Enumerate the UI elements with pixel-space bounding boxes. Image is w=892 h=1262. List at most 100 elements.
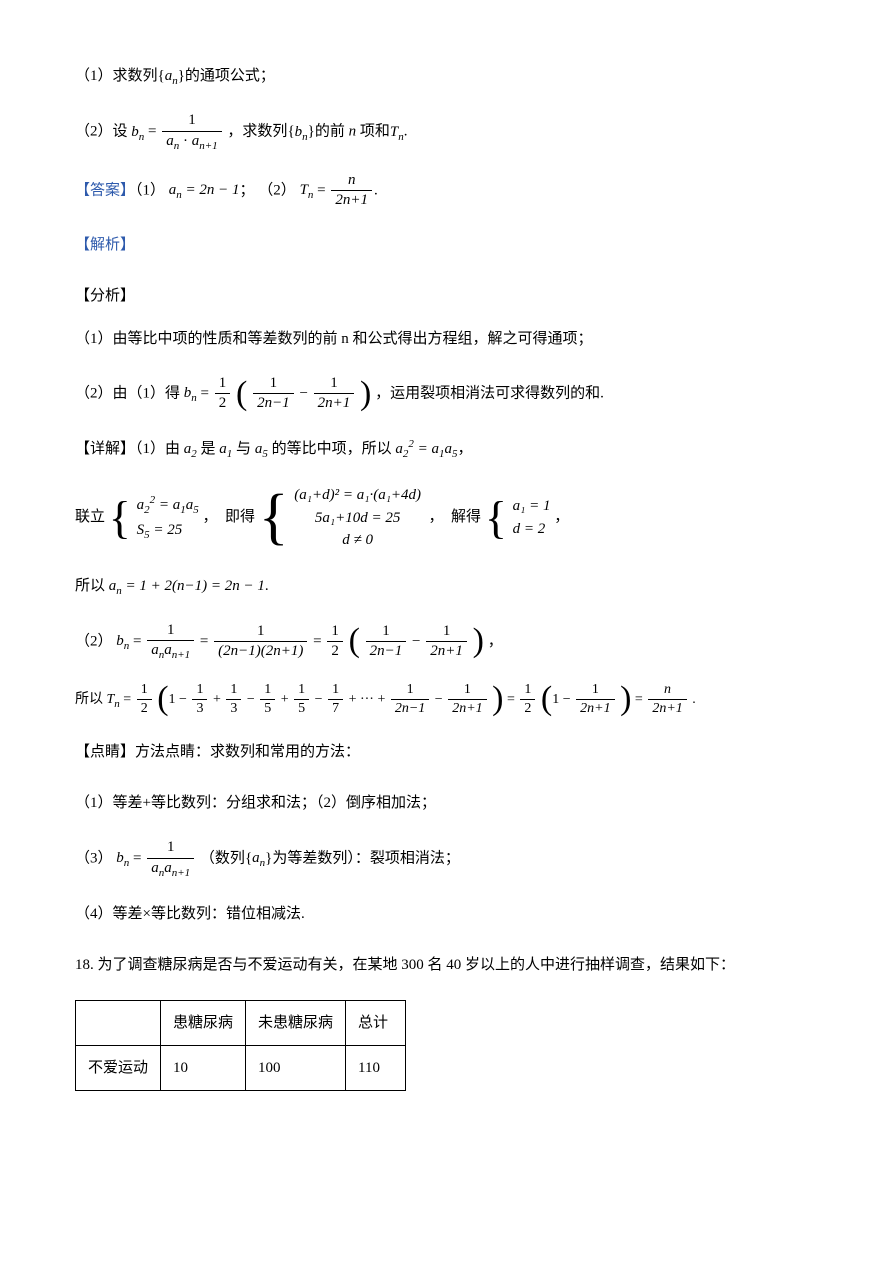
eq: = <box>200 633 208 649</box>
analysis-2: （2）由（1）得 bn = 12 ( 12n−1 − 12n+1 ) ，运用裂项… <box>75 374 817 414</box>
cell: 总计 <box>346 1000 406 1045</box>
text: （2） <box>75 633 113 649</box>
lbrace-icon: { <box>485 500 507 537</box>
answer-label: 【答案】 <box>75 182 135 198</box>
text: 即得 <box>225 509 255 525</box>
comma: ， <box>202 509 217 525</box>
set: {an} <box>245 850 272 866</box>
f7: 12n+1 <box>448 681 486 718</box>
method-4: （4）等差×等比数列：错位相减法. <box>75 898 817 931</box>
text: （2）由（1）得 <box>75 385 180 401</box>
rparen-icon: ) <box>620 684 631 715</box>
lbrace-icon: { <box>259 496 289 539</box>
text: 是 <box>201 441 216 457</box>
label: 【解析】 <box>75 237 135 253</box>
table-row: 患糖尿病 未患糖尿病 总计 <box>76 1000 406 1045</box>
text: （3） <box>75 850 113 866</box>
rparen-icon: ) <box>360 379 371 410</box>
Tn: Tn <box>107 692 120 707</box>
eq: = <box>201 385 209 401</box>
period: . <box>692 692 696 707</box>
rparen-icon: ) <box>473 626 484 657</box>
question-18: 18. 为了调查糖尿病是否与不爱运动有关，在某地 300 名 40 岁以上的人中… <box>75 949 817 982</box>
eq: = <box>313 633 321 649</box>
result: n2n+1 <box>648 681 686 718</box>
cell: 10 <box>161 1045 246 1090</box>
lparen-icon: ( <box>349 626 360 657</box>
semi: ； <box>240 182 255 198</box>
a5: a5 <box>255 441 268 457</box>
t1: 12n−1 <box>366 622 407 662</box>
text: ，求数列 <box>227 124 287 140</box>
frac: 1anan+1 <box>147 838 194 880</box>
half: 12 <box>137 681 152 718</box>
system-3: a₁ = 1 d = 2 <box>513 495 551 540</box>
method-3: （3） bn = 1anan+1 （数列{an}为等差数列）：裂项相消法； <box>75 838 817 880</box>
period: . <box>404 124 408 140</box>
comma: ， <box>429 509 444 525</box>
eq: = <box>317 182 325 198</box>
set-bn: {bn} <box>287 124 314 140</box>
label: 【详解】 <box>75 441 135 457</box>
fraction: 1 an · an+1 <box>162 111 221 153</box>
text: 与 <box>236 441 251 457</box>
text: （数列 <box>200 850 245 866</box>
var-Tn: Tn <box>390 124 404 140</box>
f4: 15 <box>294 681 309 718</box>
rparen-icon: ) <box>492 684 503 715</box>
text: 所以 <box>75 692 103 707</box>
f1: 13 <box>192 681 207 718</box>
comma: ， <box>554 509 569 525</box>
lianli-system: 联立 { a22 = a1a5 S5 = 25 ， 即得 { (a₁+d)² =… <box>75 484 817 552</box>
minus: − <box>299 385 307 401</box>
eq: = <box>148 124 156 140</box>
f2: 13 <box>226 681 241 718</box>
a2: a2 <box>184 441 197 457</box>
text: 解得 <box>451 509 481 525</box>
detail-1: 【详解】（1）由 a2 是 a1 与 a5 的等比中项，所以 a22 = a1a… <box>75 432 817 466</box>
lbrace-icon: { <box>109 500 131 537</box>
a1: a1 <box>219 441 232 457</box>
survey-table: 患糖尿病 未患糖尿病 总计 不爱运动 10 100 110 <box>75 1000 406 1091</box>
part2-bn: （2） bn = 1anan+1 = 1(2n−1)(2n+1) = 12 ( … <box>75 621 817 663</box>
text: （2）设 <box>75 124 128 140</box>
text: （1）由 <box>135 441 180 457</box>
half: 12 <box>327 622 343 662</box>
cell: 100 <box>246 1045 346 1090</box>
eq: = <box>123 692 131 707</box>
f5: 17 <box>328 681 343 718</box>
var-n: n <box>349 124 357 140</box>
tn-expand: 所以 Tn = 12 (1 − 13 + 13 − 15 + 15 − 17 +… <box>75 681 817 718</box>
var-bn: bn <box>131 124 144 140</box>
cell <box>76 1000 161 1045</box>
f6: 12n−1 <box>391 681 429 718</box>
eq-an: an = 2n − 1 <box>169 182 240 198</box>
f1: 1anan+1 <box>147 621 194 663</box>
system-1: a22 = a1a5 S5 = 25 <box>137 492 199 543</box>
text: （1）求数列 <box>75 68 158 84</box>
comma: ， <box>488 633 503 649</box>
suoyi-an: 所以 an = 1 + 2(n−1) = 2n − 1. <box>75 570 817 603</box>
var-bn: bn <box>184 385 197 401</box>
text: 方法点睛：求数列和常用的方法： <box>135 744 360 760</box>
t2: 12n+1 <box>426 622 467 662</box>
table-row: 不爱运动 10 100 110 <box>76 1045 406 1090</box>
text: 项和 <box>356 124 390 140</box>
cell: 110 <box>346 1045 406 1090</box>
text: 的前 <box>315 124 349 140</box>
label: 【分析】 <box>75 288 135 304</box>
eq: a22 = a1a5 <box>395 441 457 457</box>
period: . <box>374 182 378 198</box>
cell: 患糖尿病 <box>161 1000 246 1045</box>
bn: bn <box>116 850 129 866</box>
f8: 12n+1 <box>576 681 614 718</box>
method-1-2: （1）等差+等比数列：分组求和法；（2）倒序相加法； <box>75 787 817 820</box>
f2: 1(2n−1)(2n+1) <box>214 622 307 662</box>
label: 【点睛】 <box>75 744 135 760</box>
bn: bn <box>116 633 129 649</box>
analysis-label: 【解析】 <box>75 229 817 262</box>
problem-part-1: （1）求数列{an}的通项公式； <box>75 60 817 93</box>
text: 联立 <box>75 509 105 525</box>
half2: 12 <box>520 681 535 718</box>
cell: 不爱运动 <box>76 1045 161 1090</box>
